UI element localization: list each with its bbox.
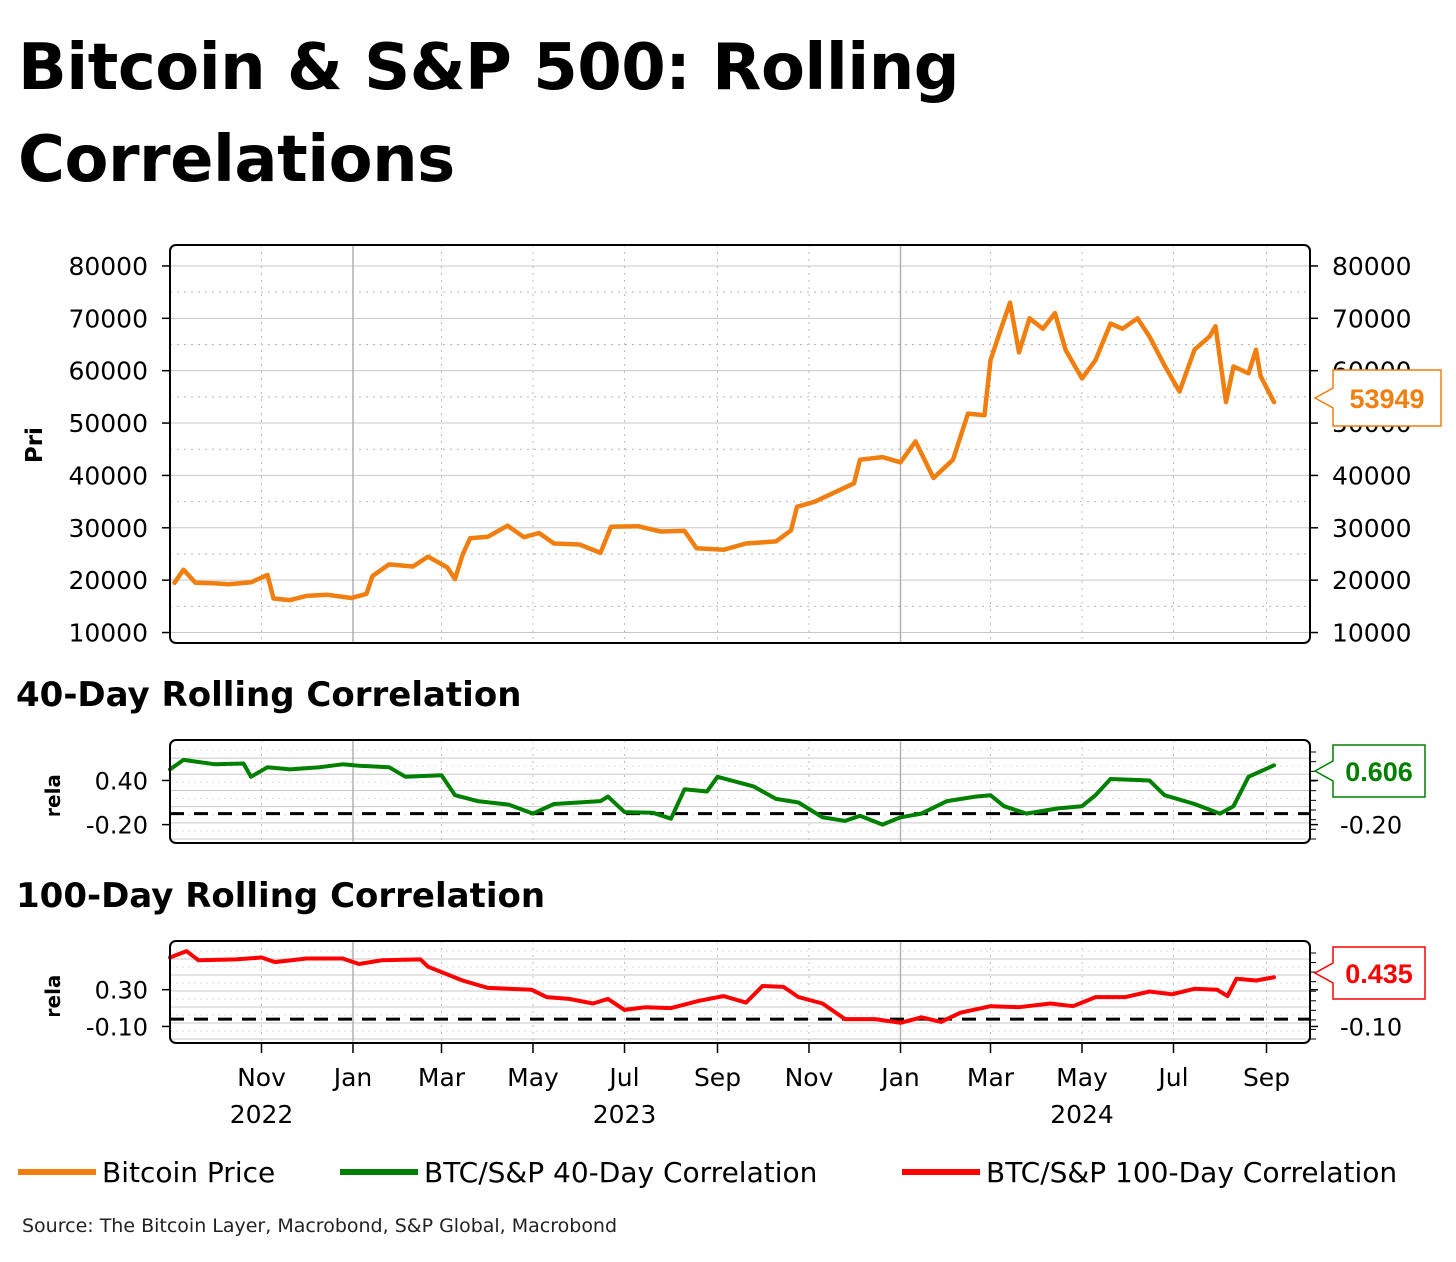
last-value-callout-corr40	[1313, 744, 1426, 798]
y-tick-label-left: 0.40	[95, 767, 148, 795]
y-tick-label-left: 20000	[68, 566, 148, 595]
legend-item-bitcoin: Bitcoin Price	[18, 1150, 275, 1194]
y-tick-label-right: 30000	[1332, 514, 1412, 543]
y-tick-label-left: 70000	[68, 304, 148, 333]
panel-price: 10000 10000 20000 20000 30000 30000 40000 40000…	[22, 244, 1442, 648]
y-tick-label-right: 70000	[1332, 304, 1412, 333]
panel-title-40-day: 40-Day Rolling Correlation	[16, 675, 522, 715]
y-tick-label-left: 30000	[68, 514, 148, 543]
source-note: Source: The Bitcoin Layer, Macrobond, S&…	[22, 1215, 618, 1237]
legend-label-bitcoin: Bitcoin Price	[102, 1155, 276, 1189]
legend-swatch-corr40	[340, 1169, 418, 1175]
y-tick-label-left: 0.30	[95, 977, 148, 1005]
y-tick-label-right: 40000	[1332, 461, 1412, 490]
last-value-label-corr100: 0.435	[1345, 959, 1413, 989]
x-tick-label: May	[507, 1063, 559, 1092]
y-tick-label-right: 80000	[1332, 252, 1412, 281]
legend-label-corr40: BTC/S&P 40-Day Correlation	[424, 1155, 818, 1189]
legend-swatch-bitcoin	[18, 1169, 96, 1175]
x-tick-label: Jul	[1156, 1063, 1188, 1092]
plot-area-price	[170, 245, 1310, 643]
plot-frame-corr100	[169, 940, 1311, 1044]
y-tick-label-left: 40000	[68, 461, 148, 490]
last-value-label-price: 53949	[1349, 384, 1424, 414]
x-tick-label: Mar	[418, 1063, 466, 1092]
x-tick-label: Nov	[785, 1063, 834, 1092]
y-tick-label-left: 10000	[68, 619, 148, 648]
series-line-corr100	[168, 949, 1276, 1025]
legend-swatch-corr100	[902, 1169, 980, 1175]
y-tick-label-left: -0.10	[86, 1013, 148, 1041]
y-tick-label-left: 60000	[68, 357, 148, 386]
x-tick-label: Nov	[237, 1063, 286, 1092]
x-year-label: 2024	[1050, 1100, 1114, 1129]
y-axis-title-corr40: correlation	[41, 730, 65, 854]
y-axis-title-price: Bitcoin Price, USD	[22, 327, 48, 562]
x-tick-label: Mar	[967, 1063, 1015, 1092]
last-value-callout-price	[1313, 369, 1442, 427]
y-tick-label-right: -0.10	[1340, 1013, 1402, 1041]
y-axis-title-corr100: correlation	[41, 930, 65, 1054]
x-tick-label: Sep	[1243, 1063, 1290, 1092]
chart-canvas: 10000 10000 20000 20000 30000 30000 40000 40000…	[22, 244, 1442, 1129]
series-line-price	[172, 300, 1277, 603]
series-line-corr40	[168, 757, 1276, 827]
x-tick-label: Jul	[607, 1063, 639, 1092]
plot-area-corr40	[170, 740, 1310, 843]
chart-title: Bitcoin & S&P 500: Rolling Correlations	[18, 31, 960, 197]
plot-frame-price	[169, 244, 1311, 644]
last-value-callout-corr100	[1313, 946, 1426, 1000]
plot-frame-corr40	[169, 739, 1311, 844]
y-tick-label-right: -0.20	[1340, 812, 1402, 840]
x-year-label: 2022	[230, 1100, 294, 1129]
legend: Bitcoin Price BTC/S&P 40-Day Correlation…	[18, 1150, 1438, 1194]
legend-item-corr40: BTC/S&P 40-Day Correlation	[340, 1150, 817, 1194]
y-tick-label-right: 10000	[1332, 619, 1412, 648]
y-tick-label-left: -0.20	[86, 812, 148, 840]
x-tick-label: Jan	[332, 1063, 373, 1092]
plot-area-corr100	[170, 941, 1310, 1043]
x-tick-label: Jan	[879, 1063, 920, 1092]
x-tick-label: May	[1056, 1063, 1108, 1092]
legend-label-corr100: BTC/S&P 100-Day Correlation	[986, 1155, 1398, 1189]
y-tick-label-left: 50000	[68, 409, 148, 438]
last-value-label-corr40: 0.606	[1345, 757, 1413, 787]
legend-item-corr100: BTC/S&P 100-Day Correlation	[902, 1150, 1397, 1194]
x-axis: Nov Jan Mar May Jul Sep Nov Jan Mar May Jul Sep 2022…	[230, 1043, 1290, 1129]
y-tick-label-left: 80000	[68, 252, 148, 281]
x-year-label: 2023	[593, 1100, 657, 1129]
x-tick-label: Sep	[694, 1063, 741, 1092]
panel-title-100-day: 100-Day Rolling Correlation	[16, 876, 546, 916]
y-tick-label-right: 20000	[1332, 566, 1412, 595]
